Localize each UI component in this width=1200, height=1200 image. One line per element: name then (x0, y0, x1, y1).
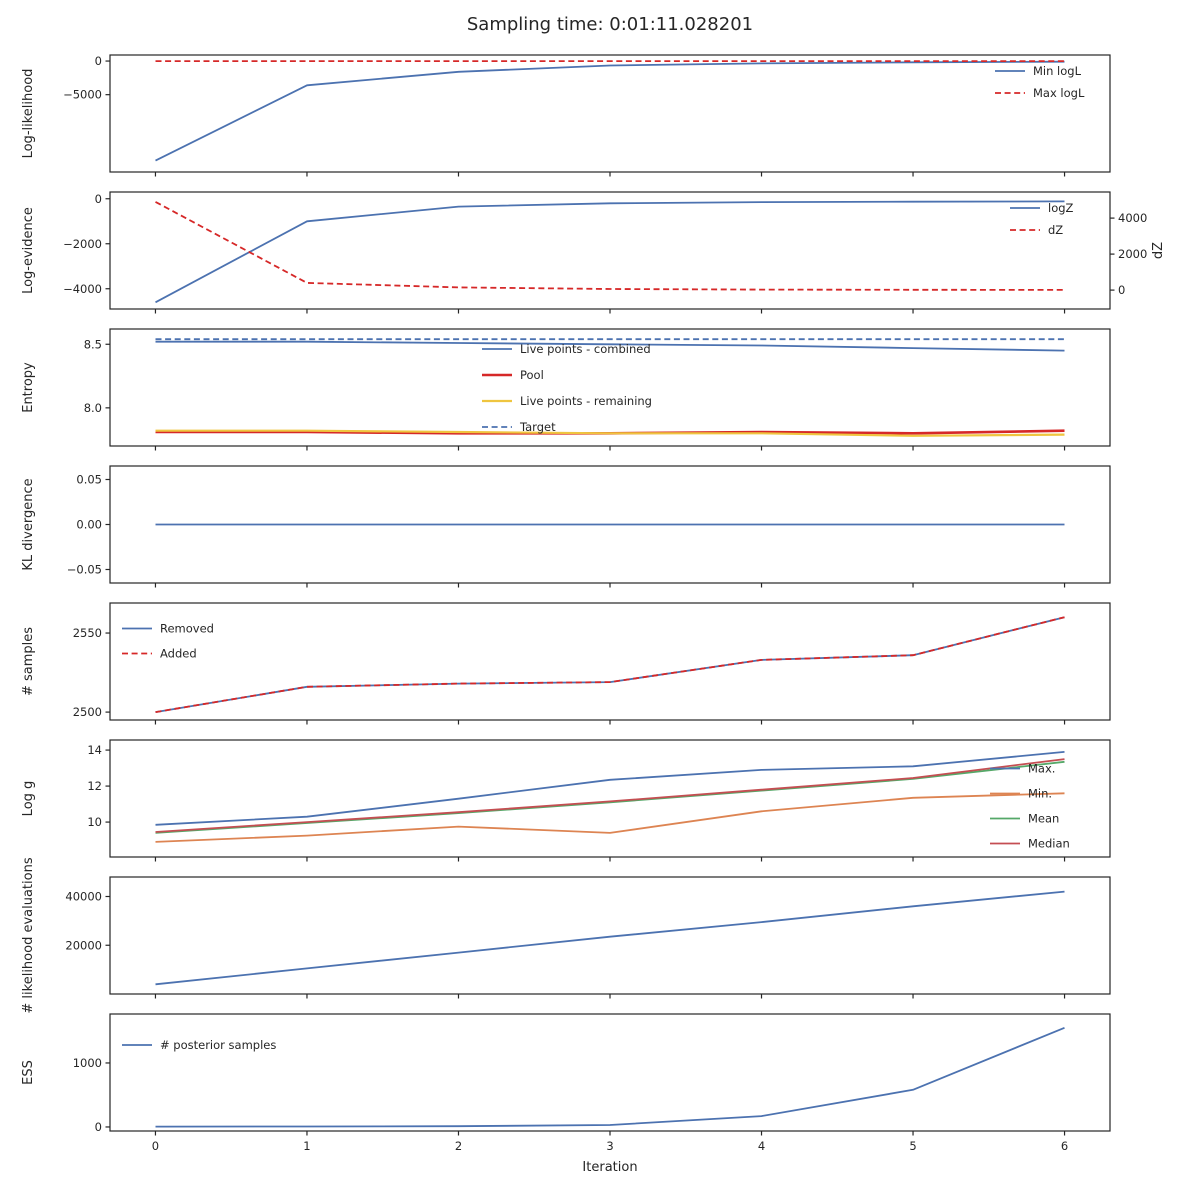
y-tick-label: 0 (95, 192, 102, 206)
series-s0 (155, 890, 1065, 986)
series-min (155, 792, 1065, 843)
series-max (155, 751, 1065, 826)
charts-group: 0 −5000 Log-likelihood Min logL Max logL 0 −20… (21, 54, 1166, 1175)
plot-background (110, 877, 1110, 994)
legend-label-posterior-samples: # posterior samples (160, 1038, 276, 1052)
y-tick-label: −0.05 (67, 563, 102, 577)
y-tick-label: 20000 (65, 938, 102, 952)
legend-label-target: Target (519, 420, 556, 434)
legend-label-max-logl: Max logL (1033, 86, 1085, 100)
legend: # posterior samples (122, 1038, 276, 1052)
legend: Max. Min. Mean Median (990, 762, 1070, 851)
y-axis-label: ESS (21, 1060, 36, 1085)
legend-label-live-points-combined: Live points - combined (520, 342, 651, 356)
x-tick-label: 6 (1061, 1139, 1068, 1153)
chart-likelihood-evaluations: 40000 20000 # likelihood evaluations (21, 857, 1111, 1014)
y-tick-label: 40000 (65, 890, 102, 904)
chart-log-likelihood: 0 −5000 Log-likelihood Min logL Max logL (21, 54, 1111, 177)
chart-log-evidence: 0 −2000 −4000 4000 2000 0 dZ Log-evidence logZ dZ (21, 191, 1166, 314)
series-min-logl (155, 60, 1065, 162)
y-tick-label: 0 (95, 1120, 102, 1134)
y-tick-label: 2550 (73, 626, 102, 640)
series-dz (155, 201, 1065, 291)
legend-label-added: Added (160, 647, 197, 661)
y2-tick-label: 0 (1118, 283, 1125, 297)
plot-background (110, 192, 1110, 309)
chart-kl-divergence: 0.05 0.00 −0.05 KL divergence (21, 465, 1111, 588)
x-tick-label: 3 (606, 1139, 613, 1153)
y-tick-label: 0.00 (76, 518, 102, 532)
plot-background (110, 55, 1110, 172)
y2-tick-label: 2000 (1118, 247, 1147, 261)
legend: Removed Added (122, 622, 214, 661)
figure-title: Sampling time: 0:01:11.028201 (467, 14, 753, 35)
y-tick-label: 14 (87, 743, 102, 757)
legend-label-dz: dZ (1048, 223, 1063, 237)
y-tick-label: 2500 (73, 705, 102, 719)
legend: Min logL Max logL (995, 64, 1085, 100)
legend: logZ dZ (1010, 201, 1074, 237)
legend-label-mean: Mean (1028, 812, 1059, 826)
legend-label-live-points-remaining: Live points - remaining (520, 394, 652, 408)
y-tick-label: −4000 (63, 282, 102, 296)
x-tick-label: 4 (758, 1139, 765, 1153)
x-tick-label: 1 (303, 1139, 310, 1153)
y-tick-label: 8.5 (84, 337, 102, 351)
series-median (155, 758, 1065, 833)
series-live-points-combined (155, 340, 1065, 352)
y-axis-label: Log g (21, 781, 36, 817)
legend-label-pool: Pool (520, 368, 544, 382)
legend-label-median: Median (1028, 837, 1070, 851)
series-live-points-remaining (155, 429, 1065, 437)
series-added (155, 616, 1065, 713)
x-tick-label: 2 (455, 1139, 462, 1153)
y-axis-label: Log-likelihood (21, 69, 36, 159)
y-tick-label: 12 (87, 779, 102, 793)
x-axis-label: Iteration (582, 1160, 637, 1175)
y2-tick-label: 4000 (1118, 211, 1147, 225)
y-tick-label: −5000 (63, 88, 102, 102)
y-tick-label: 1000 (73, 1056, 102, 1070)
legend-label-logz: logZ (1048, 201, 1074, 215)
series-posterior-samples (155, 1026, 1065, 1128)
y-axis-label: KL divergence (21, 478, 36, 570)
series-logz (155, 200, 1065, 304)
legend-label-removed: Removed (160, 622, 214, 636)
legend-label-max: Max. (1028, 762, 1055, 776)
plot-background (110, 1014, 1110, 1131)
x-tick-label: 5 (909, 1139, 916, 1153)
chart-log-g: 14 12 10 Log g Max. Min. Mean Median (21, 739, 1111, 862)
y-tick-label: 0 (95, 54, 102, 68)
y-axis-label: Entropy (21, 362, 36, 413)
plot-background (110, 603, 1110, 720)
y-axis-label: # likelihood evaluations (21, 857, 36, 1013)
plot-background (110, 740, 1110, 857)
y2-axis-label: dZ (1151, 242, 1166, 259)
legend: Live points - combined Pool Live points - … (482, 342, 652, 434)
legend-label-min: Min. (1028, 787, 1052, 801)
legend-label-min-logl: Min logL (1033, 64, 1082, 78)
y-tick-label: 0.05 (76, 473, 102, 487)
y-tick-label: 8.0 (84, 401, 102, 415)
y-axis-label: Log-evidence (21, 207, 36, 294)
x-tick-label: 0 (152, 1139, 159, 1153)
chart-ess: 1000 0 0 1 2 3 4 5 6 ESS # posterior samples (21, 1013, 1111, 1153)
chart-samples: 2550 2500 # samples Removed Added (21, 602, 1111, 725)
y-tick-label: −2000 (63, 237, 102, 251)
y-tick-label: 10 (87, 815, 102, 829)
y-axis-label: # samples (21, 627, 36, 696)
